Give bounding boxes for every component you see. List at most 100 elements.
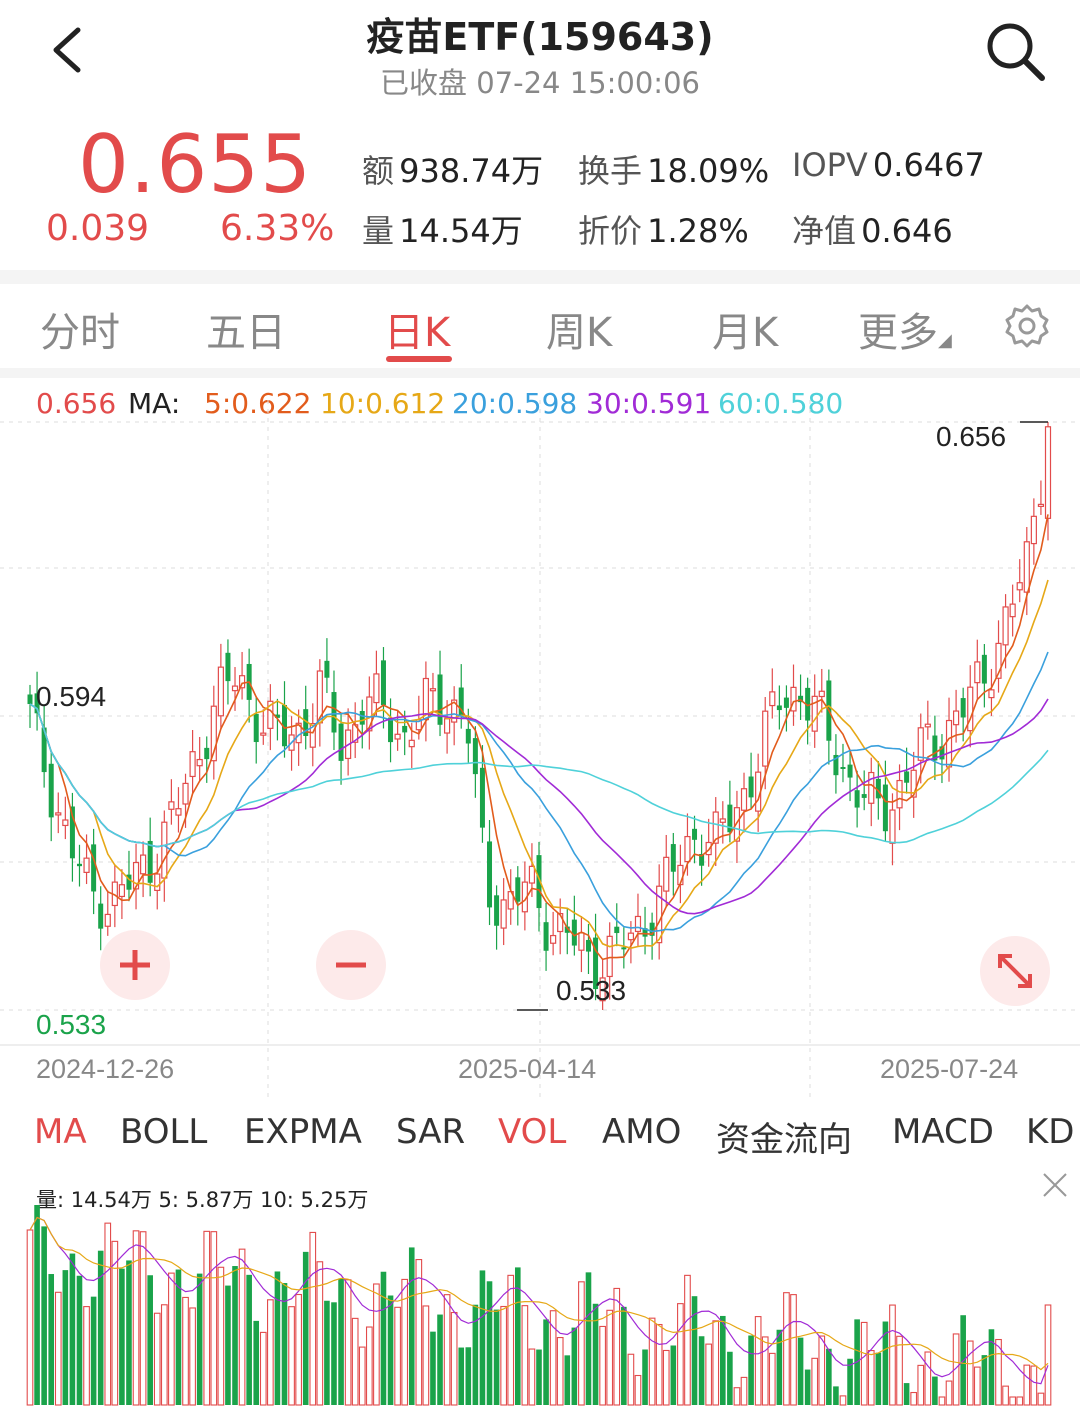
volume-bar-up	[1023, 1364, 1031, 1406]
ma20-line	[29, 651, 1049, 933]
volume-bar-down	[281, 1283, 288, 1405]
volume-bar-down	[833, 1386, 839, 1405]
volume-bar-down	[472, 1304, 479, 1405]
zoom-in-button[interactable]	[100, 930, 170, 1000]
volume-bar-up	[818, 1335, 826, 1406]
back-arrow-icon[interactable]	[40, 20, 100, 80]
candle-down	[437, 674, 443, 725]
candle-up	[818, 690, 825, 698]
volume-bar-up	[811, 1357, 819, 1406]
volume-bar-down	[875, 1352, 882, 1405]
candle-up	[917, 727, 924, 761]
volume-bar-down	[514, 1267, 521, 1405]
volume-bar-up	[938, 1396, 946, 1406]
candle-down	[621, 947, 627, 950]
tab-monthly-k[interactable]: 月K	[712, 310, 779, 356]
indicator-tab-fund-flow[interactable]: 资金流向	[716, 1120, 852, 1160]
indicator-tab-macd[interactable]: MACD	[892, 1112, 994, 1152]
candle-up	[910, 769, 917, 798]
candle-down	[875, 778, 881, 799]
volume-bar-down	[882, 1321, 889, 1405]
ma60-line	[29, 703, 1049, 848]
candle-up	[1023, 541, 1030, 593]
zoom-out-button[interactable]	[316, 930, 386, 1000]
volume-bar-down	[847, 1358, 853, 1405]
candle-up	[995, 642, 1002, 679]
volume-bar-up	[104, 1222, 112, 1406]
candle-down	[34, 693, 40, 714]
candle-up	[210, 705, 217, 762]
volume-bar-up	[1037, 1392, 1045, 1406]
candle-up	[952, 710, 960, 726]
candle-down	[98, 903, 104, 929]
indicator-tab-kd[interactable]: KD	[1026, 1112, 1075, 1152]
candle-down	[48, 763, 54, 818]
candle-up	[634, 915, 642, 933]
volume-bar-up	[889, 1304, 896, 1406]
candle-up	[868, 771, 875, 804]
volume-bar-up	[189, 1307, 196, 1406]
tab-more-label: 更多	[858, 310, 938, 356]
tab-weekly-k[interactable]: 周K	[546, 310, 613, 356]
market-status: 已收盘 07-24 15:00:06	[380, 66, 700, 100]
gear-icon[interactable]	[1004, 303, 1050, 349]
volume-bar-down	[147, 1275, 153, 1405]
candlestick-chart[interactable]: 0.656 0.533 0.594 0.533 2024-12-26 2025-…	[0, 400, 1080, 1100]
volume-bar-up	[1044, 1304, 1052, 1406]
volume-bar-down	[437, 1314, 443, 1405]
candle-down	[380, 660, 386, 706]
volume-bar-down	[338, 1278, 344, 1405]
volume-bar-up	[521, 1305, 529, 1406]
candle-down	[253, 713, 259, 743]
volume-bar-down	[932, 1376, 938, 1405]
volume-bar-up	[995, 1338, 1002, 1406]
candle-up	[1037, 503, 1045, 507]
ma-lines	[29, 514, 1049, 961]
volume-chart	[26, 1205, 1052, 1406]
volume-bar-down	[69, 1253, 76, 1405]
candle-down	[472, 738, 478, 775]
candle-down	[479, 767, 485, 828]
tab-daily-k[interactable]: 日K	[384, 310, 451, 356]
page-title: 疫苗ETF(159643)	[366, 15, 714, 59]
tab-intraday[interactable]: 分时	[40, 310, 120, 356]
tab-more[interactable]: 更多◢	[858, 300, 952, 358]
indicator-tab-boll[interactable]: BOLL	[120, 1112, 208, 1152]
volume-bar-up	[634, 1374, 642, 1406]
volume-bar-down	[642, 1349, 648, 1405]
candle-up	[1009, 603, 1016, 618]
x-label-start: 2024-12-26	[36, 1054, 174, 1084]
candle-down	[564, 926, 570, 933]
volume-bar-up	[578, 1281, 585, 1406]
volume-bar-up	[365, 1326, 373, 1406]
close-icon[interactable]	[1040, 1170, 1070, 1200]
candle-down	[861, 794, 867, 798]
indicator-tab-ma[interactable]: MA	[34, 1112, 87, 1152]
volume-bar-down	[592, 1303, 599, 1405]
indicator-tab-expma[interactable]: EXPMA	[244, 1112, 362, 1152]
volume-bar-up	[203, 1230, 211, 1406]
legend-ma5: 5:0.622	[204, 387, 312, 420]
legend-ma10: 10:0.612	[320, 387, 446, 420]
candle-up	[104, 913, 111, 927]
volume-bar-down	[458, 1347, 465, 1405]
candle-up	[762, 710, 769, 767]
candle-down	[69, 806, 75, 859]
indicator-tab-amo[interactable]: AMO	[602, 1112, 682, 1152]
volume-bar-down	[232, 1266, 238, 1405]
indicator-tab-sar[interactable]: SAR	[396, 1112, 466, 1152]
volume-bar-up	[896, 1335, 903, 1406]
candle-up	[550, 934, 557, 944]
ma10-line	[29, 579, 1049, 950]
legend-ma-label: MA:	[128, 387, 181, 420]
indicator-tab-vol[interactable]: VOL	[498, 1112, 567, 1152]
candle-down	[593, 937, 599, 990]
volume-bar-up	[839, 1395, 847, 1406]
volume-bar-down	[748, 1335, 754, 1405]
candle-up	[896, 779, 903, 809]
volume-bar-up	[684, 1274, 691, 1406]
fullscreen-button[interactable]	[980, 936, 1050, 1006]
search-icon[interactable]	[980, 16, 1050, 86]
volume-bar-up	[168, 1272, 175, 1406]
tab-five-day[interactable]: 五日	[206, 310, 286, 356]
